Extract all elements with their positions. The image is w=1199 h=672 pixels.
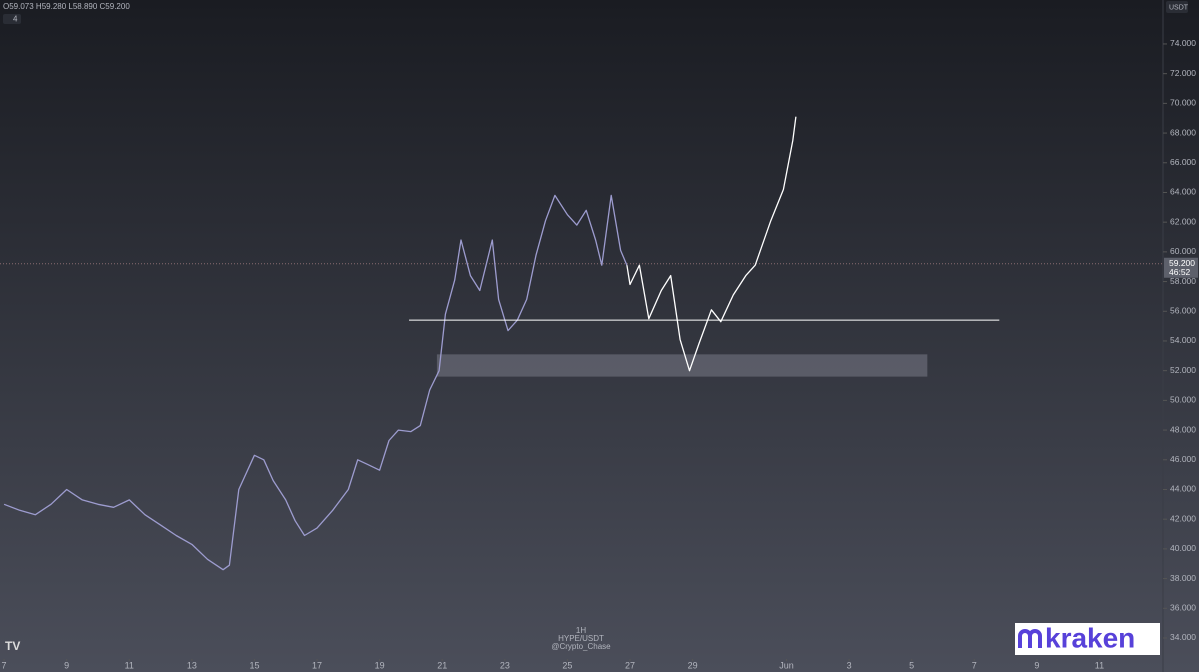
x-tick-label: 29 xyxy=(688,660,698,670)
y-tick-label: 46.000 xyxy=(1170,454,1196,464)
x-tick-label: 9 xyxy=(1034,660,1039,670)
x-tick-label: Jun xyxy=(779,660,794,670)
author: @Crypto_Chase xyxy=(551,642,611,651)
x-tick-label: 3 xyxy=(847,660,852,670)
y-tick-label: 58.000 xyxy=(1170,276,1196,286)
y-tick-label: 52.000 xyxy=(1170,365,1196,375)
x-tick-label: 15 xyxy=(249,660,259,670)
y-tick-label: 64.000 xyxy=(1170,187,1196,197)
ohlc: O59.073 H59.280 L58.890 C59.200 xyxy=(3,2,130,11)
y-tick-label: 72.000 xyxy=(1170,68,1196,78)
y-tick-label: 66.000 xyxy=(1170,157,1196,167)
x-tick-label: 7 xyxy=(2,660,7,670)
y-tick-label: 68.000 xyxy=(1170,127,1196,137)
logo: kraken xyxy=(1045,622,1135,653)
currency[interactable]: USDT xyxy=(1169,4,1189,11)
collapse-button[interactable] xyxy=(3,14,21,24)
y-tick-label: 48.000 xyxy=(1170,424,1196,434)
y-tick-label: 54.000 xyxy=(1170,335,1196,345)
x-tick-label: 11 xyxy=(125,660,134,670)
x-tick-label: 9 xyxy=(64,660,69,670)
y-tick-label: 38.000 xyxy=(1170,573,1196,583)
tv-logo: TV xyxy=(5,639,20,653)
countdown: 46:52 xyxy=(1169,267,1191,277)
y-tick-label: 34.000 xyxy=(1170,632,1196,642)
y-tick-label: 36.000 xyxy=(1170,603,1196,613)
price-line xyxy=(626,116,797,372)
interval: 1H xyxy=(576,626,586,635)
x-tick-label: 27 xyxy=(625,660,635,670)
x-tick-label: 11 xyxy=(1095,660,1104,670)
currency-box[interactable] xyxy=(1166,1,1188,13)
x-tick-label: 23 xyxy=(500,660,510,670)
y-tick-label: 70.000 xyxy=(1170,98,1196,108)
x-tick-label: 19 xyxy=(375,660,385,670)
y-tick-label: 42.000 xyxy=(1170,513,1196,523)
last-price-box xyxy=(1164,257,1198,278)
x-tick-label: 17 xyxy=(312,660,322,670)
last-price-label: 59.200 xyxy=(1169,258,1195,268)
collapse-label[interactable]: 4 xyxy=(13,15,18,24)
price-line xyxy=(3,194,628,571)
y-tick-label: 56.000 xyxy=(1170,306,1196,316)
x-tick-label: 21 xyxy=(437,660,447,670)
y-tick-label: 60.000 xyxy=(1170,246,1196,256)
x-tick-label: 5 xyxy=(909,660,914,670)
y-tick-label: 40.000 xyxy=(1170,543,1196,553)
y-tick-label: 62.000 xyxy=(1170,216,1196,226)
y-tick-label: 44.000 xyxy=(1170,484,1196,494)
y-tick-label: 50.000 xyxy=(1170,395,1196,405)
x-tick-label: 7 xyxy=(972,660,977,670)
zone xyxy=(436,354,928,377)
y-tick-label: 74.000 xyxy=(1170,38,1196,48)
x-tick-label: 13 xyxy=(187,660,197,670)
logo-icon xyxy=(1018,629,1042,648)
x-tick-label: 25 xyxy=(562,660,572,670)
symbol: HYPE/USDT xyxy=(558,634,604,643)
